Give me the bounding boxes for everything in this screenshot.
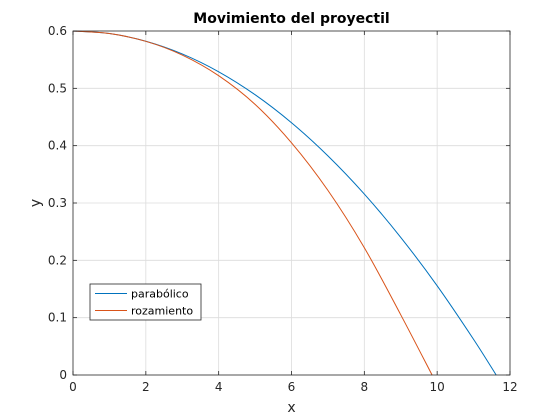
series-line-rozamiento [72,30,433,376]
y-tick-label: 0.1 [48,311,67,325]
y-tick-label: 0.4 [48,139,67,153]
chart-title: Movimiento del proyectil [193,11,389,27]
x-tick-label: 2 [142,380,150,394]
legend-box [89,283,202,321]
x-axis-label: x [287,400,295,416]
y-tick-label: 0.6 [48,24,67,38]
x-tick-label: 4 [215,380,223,394]
y-tick-label: 0 [59,368,67,382]
y-tick-label: 0.2 [48,253,67,267]
y-axis-label: y [28,199,44,207]
x-tick-label: 12 [502,380,517,394]
legend-label-parabolico: parabólico [131,288,189,301]
x-tick-label: 10 [430,380,445,394]
tick-marks [72,30,511,376]
x-tick-label: 6 [288,380,296,394]
x-tick-label: 0 [69,380,77,394]
x-tick-label: 8 [361,380,369,394]
legend-label-rozamiento: rozamiento [131,305,193,318]
legend: parabólico rozamiento [89,283,202,321]
series-layer [72,30,497,376]
y-tick-label: 0.5 [48,81,67,95]
y-tick-label: 0.3 [48,196,67,210]
